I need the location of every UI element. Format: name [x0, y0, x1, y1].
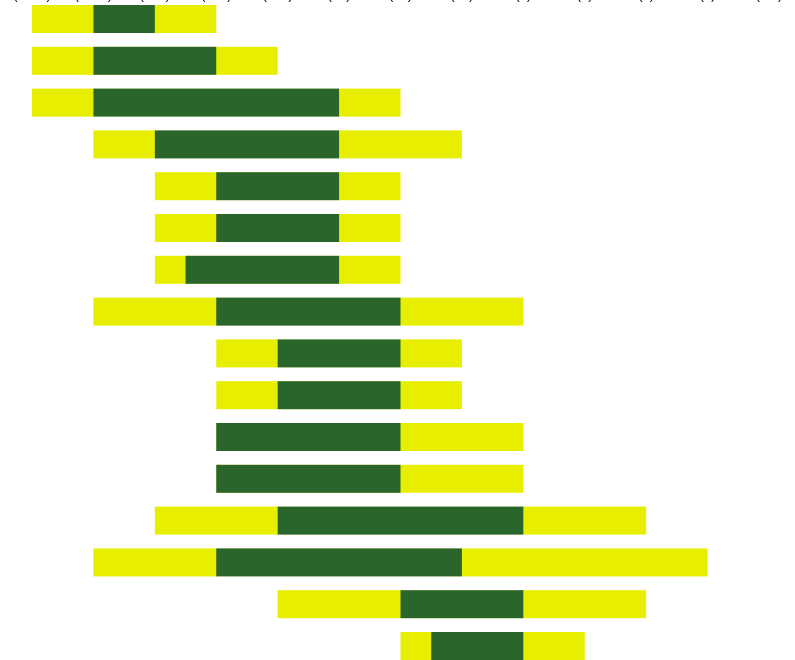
- inner-range-bar: [216, 214, 340, 242]
- x-tick-label: (500): [140, 0, 170, 2]
- x-tick-label: (250): [201, 0, 231, 2]
- inner-range-bar: [185, 255, 340, 284]
- inner-range-bar: [93, 5, 155, 33]
- inner-range-bar: [216, 548, 462, 577]
- inner-range-bar: [93, 46, 217, 75]
- inner-range-bar: [431, 632, 524, 660]
- inner-range-bar: [400, 590, 524, 619]
- x-tick-label: (8): [515, 0, 531, 2]
- x-tick-label: (16): [450, 0, 473, 2]
- inner-range-bar: [216, 297, 401, 326]
- inner-range-bar: [277, 339, 401, 368]
- x-tick-label: (125): [262, 0, 292, 2]
- x-tick-label: (1000): [75, 0, 113, 2]
- inner-range-bar: [154, 130, 340, 159]
- x-tick-label: (4): [577, 0, 593, 2]
- inner-range-bar: [216, 423, 401, 451]
- x-tick-label: (2): [638, 0, 654, 2]
- inner-range-bar: [93, 88, 340, 117]
- x-tick-label: (1): [700, 0, 716, 2]
- x-tick-label: (2000): [13, 0, 51, 2]
- x-tick-label: (63): [328, 0, 351, 2]
- inner-range-bar: [216, 172, 340, 201]
- x-tick-label: (32): [389, 0, 412, 2]
- x-tick-label: (0.5): [756, 0, 783, 2]
- inner-range-bar: [277, 381, 401, 410]
- inner-range-bar: [277, 506, 524, 535]
- inner-range-bar: [216, 464, 401, 493]
